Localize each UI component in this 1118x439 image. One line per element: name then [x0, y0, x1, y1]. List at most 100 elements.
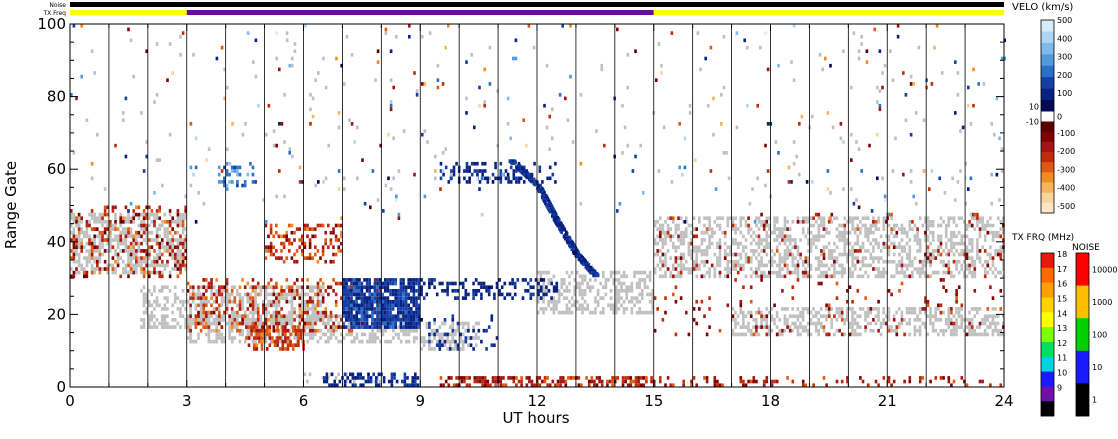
ground-scatter-cell — [542, 270, 545, 275]
ground-scatter-cell — [430, 347, 434, 351]
ground-scatter-cell — [950, 328, 953, 333]
ground-scatter-cell — [327, 336, 330, 340]
velocity-cell — [524, 278, 527, 282]
velocity-cell — [358, 292, 361, 297]
ground-scatter-cell — [991, 332, 995, 337]
velocity-cell — [269, 314, 273, 319]
ground-scatter-cell — [762, 245, 766, 250]
ground-scatter-cell — [392, 336, 395, 340]
ground-scatter-cell — [957, 241, 961, 246]
ground-scatter-cell — [615, 303, 618, 308]
ground-scatter-cell — [968, 328, 971, 333]
ground-scatter-cell — [628, 299, 631, 304]
velocity-cell — [491, 376, 495, 380]
velocity-cell — [485, 347, 488, 351]
ground-scatter-cell — [830, 220, 834, 224]
velocity-cell — [135, 249, 138, 253]
velocity-cell — [407, 310, 410, 315]
velocity-cell — [301, 252, 304, 257]
ground-scatter-cell — [327, 328, 330, 333]
velocity-cell — [498, 289, 501, 293]
ground-scatter-cell — [639, 143, 642, 148]
velocity-cell — [218, 289, 221, 293]
ground-scatter-cell — [622, 281, 626, 286]
velocity-cell — [365, 325, 369, 329]
ground-scatter-cell — [352, 379, 356, 384]
velocity-cell — [365, 303, 369, 308]
ground-scatter-cell — [238, 332, 242, 337]
ground-scatter-cell — [718, 216, 722, 221]
velocity-cell — [329, 325, 333, 329]
ground-scatter-cell — [319, 336, 322, 340]
ground-scatter-cell — [853, 321, 857, 326]
velocity-cell — [394, 318, 397, 322]
velocity-cell — [111, 245, 115, 250]
ground-scatter-cell — [163, 314, 167, 319]
velocity-cell — [363, 303, 366, 308]
velocity-cell — [414, 376, 417, 380]
ground-scatter-cell — [666, 249, 670, 253]
velocity-cell — [804, 259, 808, 264]
velocity-cell — [389, 318, 392, 322]
ground-scatter-cell — [192, 318, 195, 322]
velocity-cell — [246, 307, 250, 311]
ground-scatter-cell — [633, 296, 636, 300]
velocity-cell — [275, 296, 278, 300]
velocity-cell — [223, 285, 226, 290]
ground-scatter-cell — [350, 53, 354, 57]
velocity-cell — [690, 383, 693, 388]
ground-scatter-cell — [773, 227, 776, 231]
velocity-cell — [410, 321, 413, 326]
velocity-cell — [241, 314, 244, 319]
ground-scatter-cell — [991, 321, 995, 326]
ground-scatter-cell — [882, 318, 885, 322]
ground-scatter-cell — [111, 263, 115, 268]
ground-scatter-cell — [451, 339, 455, 344]
velocity-cell — [493, 292, 496, 297]
ground-scatter-cell — [573, 299, 576, 304]
velocity-cell — [412, 321, 416, 326]
ground-scatter-cell — [277, 303, 281, 308]
velocity-cell — [324, 289, 328, 293]
ground-scatter-cell — [762, 274, 766, 279]
ground-scatter-cell — [428, 343, 431, 348]
velocity-cell — [342, 289, 345, 293]
velocity-cell — [791, 285, 795, 290]
velocity-cell — [999, 383, 1003, 388]
ground-scatter-cell — [937, 245, 940, 250]
ground-scatter-cell — [682, 234, 685, 239]
ground-scatter-cell — [892, 314, 896, 319]
ground-scatter-cell — [124, 267, 128, 271]
velocity-cell — [456, 289, 460, 293]
velocity-cell — [311, 299, 315, 304]
ground-scatter-cell — [474, 336, 478, 340]
velocity-cell — [282, 314, 286, 319]
velocity-cell — [428, 281, 431, 286]
ground-scatter-cell — [760, 310, 763, 315]
velocity-cell — [376, 310, 379, 315]
velocity-cell — [286, 328, 290, 333]
ground-scatter-cell — [859, 267, 862, 271]
ground-scatter-cell — [145, 292, 148, 297]
velocity-cell — [861, 379, 865, 384]
ground-scatter-cell — [999, 220, 1003, 224]
velocity-cell — [352, 307, 356, 311]
velocity-cell — [486, 176, 490, 181]
velocity-cell — [355, 281, 358, 286]
velocity-cell — [391, 289, 395, 293]
ground-scatter-cell — [374, 78, 377, 83]
velocity-cell — [415, 321, 418, 326]
ground-scatter-cell — [145, 256, 148, 260]
velocity-cell — [241, 321, 244, 326]
ground-scatter-cell — [563, 281, 566, 286]
ground-scatter-cell — [759, 45, 762, 50]
ground-scatter-cell — [848, 321, 852, 326]
ground-scatter-cell — [991, 259, 995, 264]
ground-scatter-cell — [804, 220, 808, 224]
velocity-cell — [516, 278, 520, 282]
ground-scatter-cell — [124, 227, 128, 231]
velocity-cell — [148, 205, 151, 210]
ground-scatter-cell — [259, 314, 263, 319]
velocity-cell — [350, 292, 353, 297]
ground-scatter-cell — [978, 259, 982, 264]
